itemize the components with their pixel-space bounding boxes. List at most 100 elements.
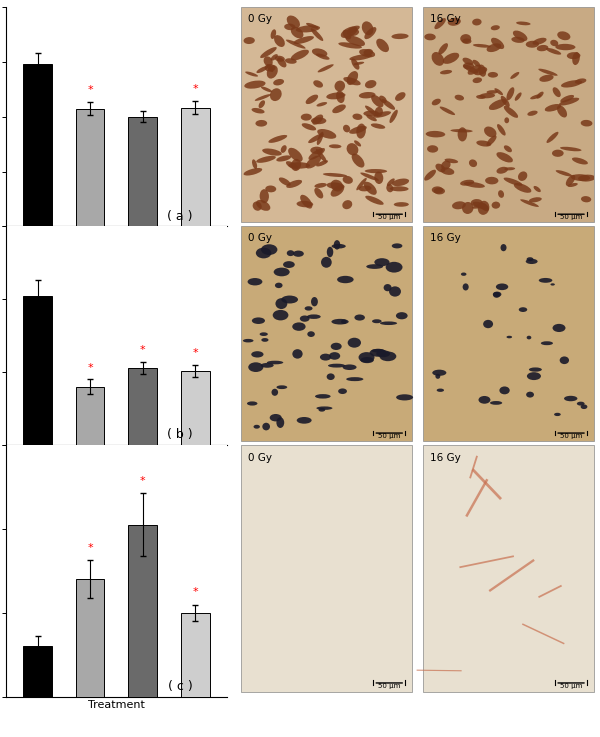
Ellipse shape (284, 24, 295, 30)
Text: *: * (87, 363, 93, 373)
Ellipse shape (247, 402, 257, 405)
Ellipse shape (557, 105, 567, 117)
Ellipse shape (390, 186, 409, 192)
Ellipse shape (371, 95, 383, 108)
Ellipse shape (575, 78, 586, 84)
Ellipse shape (374, 258, 389, 266)
X-axis label: Treatment: Treatment (88, 699, 145, 710)
Text: *: * (193, 349, 198, 358)
Ellipse shape (343, 176, 353, 184)
Ellipse shape (471, 199, 483, 206)
Ellipse shape (277, 385, 287, 389)
Bar (128, 525, 157, 696)
Ellipse shape (277, 57, 286, 68)
Ellipse shape (527, 257, 533, 261)
Ellipse shape (556, 43, 575, 50)
Ellipse shape (331, 185, 344, 197)
Ellipse shape (424, 170, 436, 181)
Ellipse shape (347, 143, 358, 156)
Ellipse shape (462, 38, 472, 44)
Ellipse shape (347, 29, 359, 36)
Ellipse shape (260, 332, 268, 336)
Ellipse shape (581, 196, 591, 203)
Ellipse shape (484, 127, 496, 137)
Ellipse shape (379, 96, 387, 103)
Ellipse shape (347, 26, 360, 33)
Ellipse shape (436, 374, 440, 379)
Ellipse shape (262, 423, 270, 430)
Ellipse shape (387, 178, 395, 186)
Ellipse shape (571, 174, 590, 181)
Bar (423, 445, 594, 692)
Ellipse shape (538, 69, 557, 76)
Ellipse shape (478, 200, 490, 215)
Ellipse shape (316, 160, 328, 167)
Ellipse shape (578, 175, 595, 181)
Ellipse shape (274, 268, 290, 276)
Ellipse shape (499, 386, 510, 394)
Ellipse shape (328, 363, 346, 368)
Ellipse shape (286, 180, 302, 188)
Ellipse shape (473, 77, 482, 83)
Ellipse shape (441, 161, 451, 170)
Ellipse shape (311, 117, 326, 125)
Ellipse shape (292, 322, 305, 331)
Ellipse shape (526, 259, 538, 264)
Ellipse shape (326, 182, 344, 189)
Ellipse shape (491, 25, 500, 30)
Ellipse shape (253, 201, 262, 211)
Ellipse shape (382, 99, 395, 110)
Ellipse shape (359, 352, 374, 363)
Ellipse shape (336, 91, 344, 103)
Ellipse shape (572, 52, 580, 65)
Ellipse shape (434, 188, 445, 195)
Ellipse shape (552, 150, 563, 157)
Ellipse shape (317, 132, 323, 145)
Ellipse shape (560, 147, 581, 151)
Ellipse shape (461, 273, 466, 276)
Ellipse shape (273, 310, 289, 321)
Ellipse shape (292, 349, 302, 359)
Ellipse shape (300, 195, 313, 209)
Ellipse shape (296, 200, 313, 207)
Ellipse shape (332, 105, 346, 113)
Ellipse shape (311, 28, 323, 41)
Ellipse shape (347, 71, 358, 85)
Ellipse shape (443, 53, 459, 64)
Text: 50 μm: 50 μm (560, 683, 582, 689)
Bar (76, 108, 104, 226)
Ellipse shape (556, 170, 572, 176)
Ellipse shape (354, 140, 361, 147)
Ellipse shape (476, 95, 486, 99)
Ellipse shape (539, 74, 554, 82)
Ellipse shape (308, 133, 323, 143)
Ellipse shape (329, 352, 340, 360)
Bar (76, 579, 104, 696)
Ellipse shape (505, 117, 509, 123)
Ellipse shape (315, 394, 331, 399)
Ellipse shape (503, 178, 523, 186)
Ellipse shape (372, 319, 382, 324)
Bar (423, 226, 594, 441)
Text: *: * (87, 543, 93, 553)
Ellipse shape (448, 18, 461, 26)
Ellipse shape (365, 105, 379, 116)
Ellipse shape (439, 43, 448, 55)
Ellipse shape (314, 188, 323, 198)
Ellipse shape (265, 186, 276, 192)
Ellipse shape (343, 77, 361, 85)
Ellipse shape (271, 388, 278, 396)
Ellipse shape (346, 377, 364, 381)
Ellipse shape (331, 180, 343, 192)
Ellipse shape (541, 341, 553, 345)
Ellipse shape (301, 113, 312, 121)
Ellipse shape (320, 354, 331, 360)
Ellipse shape (271, 54, 278, 60)
Ellipse shape (577, 402, 584, 405)
Ellipse shape (275, 283, 283, 288)
Bar (181, 613, 209, 696)
Ellipse shape (489, 99, 507, 110)
Ellipse shape (307, 315, 321, 319)
Ellipse shape (268, 135, 287, 143)
Ellipse shape (557, 32, 571, 41)
